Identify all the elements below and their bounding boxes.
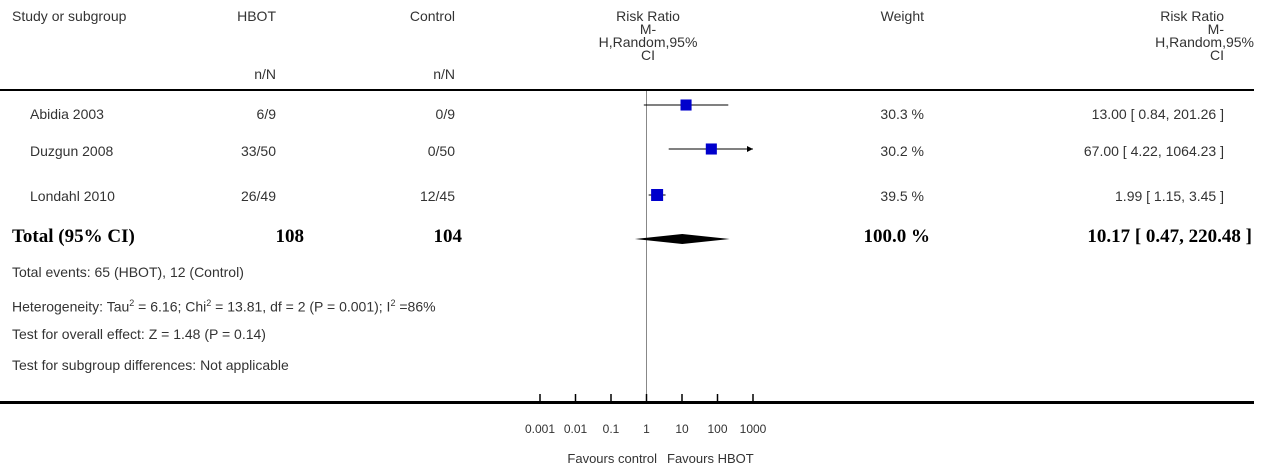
study-name: Abidia 2003	[30, 106, 104, 122]
heterogeneity-part-c: = 13.81, df = 2 (P = 0.001); I	[211, 298, 391, 315]
study-weight: 30.2 %	[880, 143, 924, 159]
axis-tick-label: 0.001	[525, 422, 555, 436]
footnote-subgroup: Test for subgroup differences: Not appli…	[12, 357, 289, 373]
study-marker	[651, 189, 664, 201]
study-ci: 13.00 [ 0.84, 201.26 ]	[1091, 106, 1224, 122]
study-control: 0/9	[435, 106, 455, 122]
header-rr-plot-line2: M-	[639, 21, 657, 37]
study-marker	[680, 99, 692, 111]
heterogeneity-part-d: =86%	[395, 298, 436, 315]
axis-tick-label: 1	[643, 422, 650, 436]
ci-arrow	[747, 146, 753, 152]
header-control: Control	[409, 8, 455, 24]
study-hbot: 6/9	[256, 106, 276, 122]
total-control: 104	[433, 226, 463, 247]
total-hbot: 108	[275, 226, 305, 247]
heterogeneity-part-b: = 6.16; Chi	[134, 298, 207, 315]
footnote-heterogeneity: Heterogeneity: Tau2 = 6.16; Chi2 = 13.81…	[12, 295, 436, 316]
axis-tick-label: 1000	[740, 422, 767, 436]
study-name: Duzgun 2008	[30, 143, 114, 159]
header-rr-col-line2: M-	[1207, 21, 1224, 37]
heterogeneity-sup-2: 2	[206, 298, 212, 308]
axis-tick-label: 100	[707, 422, 727, 436]
study-weight: 30.3 %	[880, 106, 924, 122]
study-ci: 67.00 [ 4.22, 1064.23 ]	[1083, 143, 1224, 159]
study-ci: 1.99 [ 1.15, 3.45 ]	[1115, 188, 1224, 204]
footnote-overall-effect: Test for overall effect: Z = 1.48 (P = 0…	[12, 326, 266, 342]
study-weight: 39.5 %	[880, 188, 924, 204]
axis-tick-label: 0.1	[603, 422, 620, 436]
footnote-events: Total events: 65 (HBOT), 12 (Control)	[12, 264, 244, 280]
header-rr-col-line1: Risk Ratio	[1160, 8, 1224, 24]
study-name: Londahl 2010	[30, 188, 115, 204]
study-hbot: 33/50	[240, 143, 276, 159]
header-rr-plot-line4: CI	[641, 47, 655, 63]
header-divider	[0, 89, 1254, 91]
header-rr-plot-line3: H,Random,95%	[598, 34, 698, 50]
study-marker	[705, 143, 717, 155]
header-weight: Weight	[880, 8, 924, 24]
header-hbot: HBOT	[237, 8, 276, 24]
axis-tick-label: 10	[675, 422, 689, 436]
total-ci: 10.17 [ 0.47, 220.48 ]	[1087, 226, 1252, 247]
favours-right-label: Favours HBOT	[667, 451, 754, 466]
heterogeneity-sup-1: 2	[129, 298, 135, 308]
total-weight: 100.0 %	[863, 226, 931, 247]
header-rr-col-line3: H,Random,95%	[1155, 34, 1254, 50]
header-rr-col-line4: CI	[1210, 47, 1224, 63]
header-rr-plot-line1: Risk Ratio	[616, 8, 680, 24]
heterogeneity-part-a: Heterogeneity: Tau	[12, 298, 130, 315]
header-hbot-sub: n/N	[254, 66, 276, 82]
heterogeneity-sup-3: 2	[390, 298, 396, 308]
header-study: Study or subgroup	[12, 8, 127, 24]
total-label: Total (95% CI)	[12, 226, 135, 247]
favours-left-label: Favours control	[567, 451, 657, 466]
axis-tick-label: 0.01	[564, 422, 588, 436]
pooled-diamond	[634, 234, 730, 244]
study-control: 12/45	[419, 188, 455, 204]
footer-divider	[0, 401, 1254, 404]
study-hbot: 26/49	[240, 188, 276, 204]
header-control-sub: n/N	[433, 66, 455, 82]
study-control: 0/50	[427, 143, 455, 159]
